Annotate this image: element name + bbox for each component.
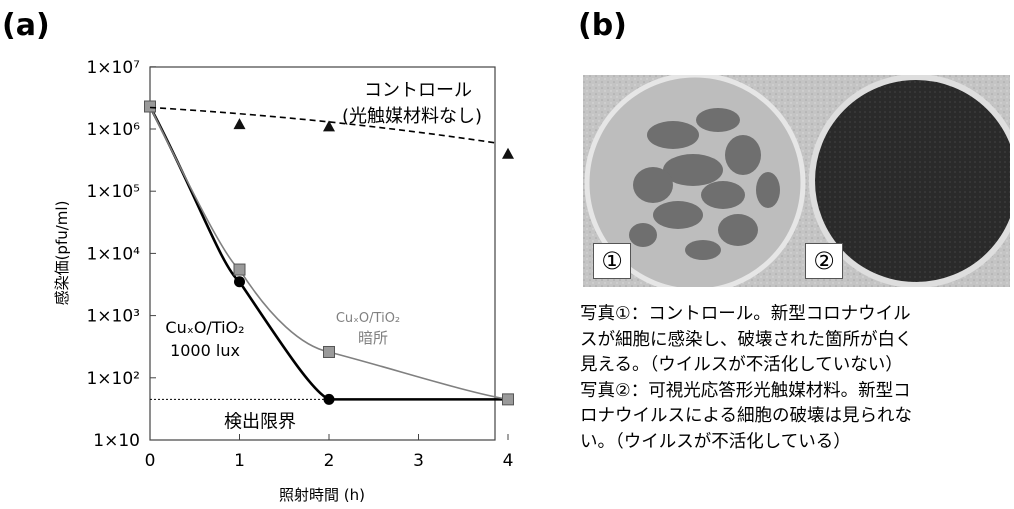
dark-annotation-2: 暗所 (358, 329, 388, 347)
dark-point (233, 263, 246, 276)
infection-titer-chart: 1×10 1×10² 1×10³ 1×10⁴ 1×10⁵ 1×10⁶ 1×10⁷ 0 1 2 3 4… (53, 58, 514, 504)
x-tick-label: 2 (324, 451, 335, 471)
photo-caption: 写真①：コントロール。新型コロナウイル スが細胞に感染し、破壊された箇所が白く … (580, 302, 1012, 455)
photo-label-1: ① (593, 243, 631, 279)
caption-line: 写真②：可視光応答形光触媒材料。新型コ (580, 380, 911, 401)
y-tick-label: 1×10⁶ (86, 120, 140, 140)
panel-b-label: (b) (578, 8, 627, 43)
series-line (149, 106, 496, 144)
caption-line: スが細胞に感染し、破壊された箇所が白く (580, 329, 913, 350)
dark-point (323, 345, 335, 358)
x-tick-label: 0 (145, 451, 156, 471)
light-point (234, 276, 245, 288)
light-annotation-1: CuₓO/TiO₂ (165, 318, 244, 337)
y-axis-label: 感染価(pfu/ml) (53, 201, 71, 306)
series-line (149, 106, 509, 401)
y-tick-label: 1×10² (86, 369, 140, 389)
x-axis-ticks: 0 1 2 3 4 (145, 434, 514, 471)
detection-limit-label: 検出限界 (224, 411, 296, 432)
photo-label-2: ② (805, 243, 843, 279)
caption-line: い。（ウイルスが不活化している） (580, 431, 851, 452)
x-tick-label: 3 (413, 451, 424, 471)
dish-1-plaques (629, 108, 780, 260)
petri-dish-illustration (583, 75, 1010, 287)
caption-line: 見える。（ウイルスが不活化していない） (580, 355, 903, 375)
light-annotation-2: 1000 lux (170, 341, 240, 360)
control-annotation-1: コントロール (364, 80, 472, 101)
y-tick-label: 1×10⁵ (86, 182, 140, 202)
y-tick-label: 1×10 (93, 431, 140, 451)
dark-annotation-1: CuₓO/TiO₂ (336, 311, 400, 326)
x-axis-label: 照射時間 (h) (279, 486, 365, 504)
y-axis-ticks: 1×10 1×10² 1×10³ 1×10⁴ 1×10⁵ 1×10⁶ 1×10⁷ (86, 58, 156, 451)
x-tick-label: 4 (503, 451, 514, 471)
caption-line: 写真①：コントロール。新型コロナウイル (580, 304, 911, 324)
y-tick-label: 1×10³ (86, 307, 140, 327)
x-tick-label: 1 (234, 451, 245, 471)
control-point (323, 120, 335, 132)
dark-point (502, 393, 514, 406)
control-annotation-2: (光触媒材料なし) (342, 106, 482, 127)
dish-2 (809, 75, 1010, 287)
control-point (502, 147, 514, 159)
control-point (233, 118, 246, 130)
y-tick-label: 1×10⁴ (86, 244, 140, 264)
y-tick-label: 1×10⁷ (86, 58, 140, 78)
petri-dish-photo: ① ② (583, 75, 1010, 287)
series-group (144, 100, 514, 406)
panel-a-label: (a) (2, 8, 50, 43)
caption-line: ロナウイルスによる細胞の破壊は見られな (580, 406, 912, 426)
light-point (323, 393, 335, 405)
dark-point (144, 100, 156, 113)
